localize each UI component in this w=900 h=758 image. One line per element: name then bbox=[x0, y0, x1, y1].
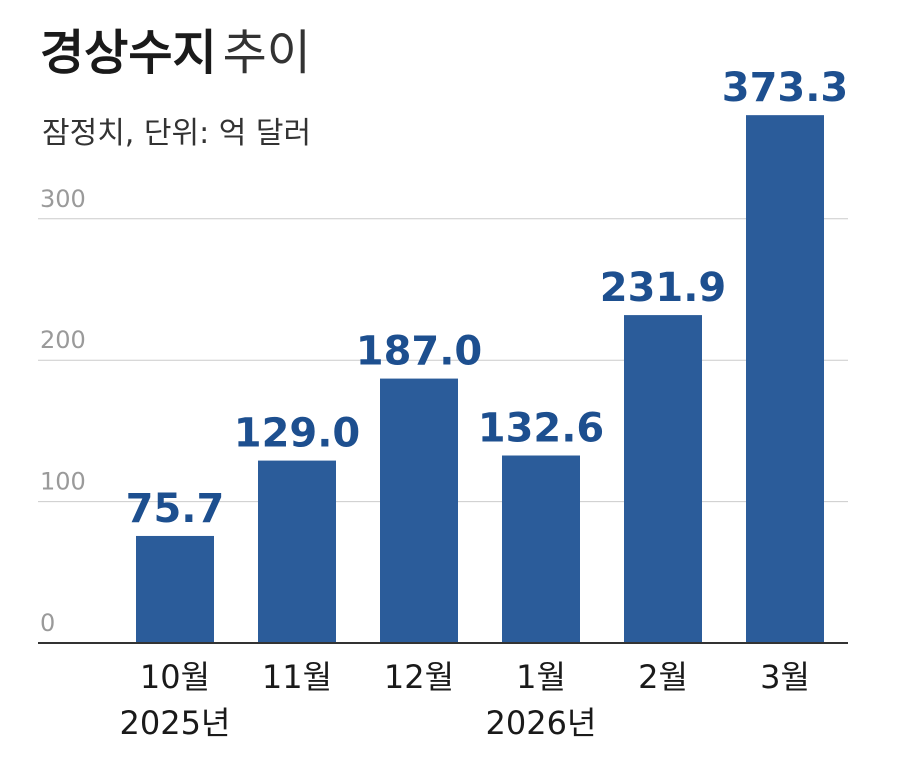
chart-title: 경상수지 추이 bbox=[40, 22, 311, 84]
y-tick-label: 100 bbox=[40, 468, 86, 496]
y-tick-label: 200 bbox=[40, 326, 86, 354]
data-label: 132.6 bbox=[478, 406, 605, 452]
x-tick-label: 10월 bbox=[140, 658, 210, 696]
chart-subtitle: 잠정치, 단위: 억 달러 bbox=[42, 116, 312, 151]
bar bbox=[502, 455, 580, 643]
data-label: 373.3 bbox=[722, 65, 849, 111]
year-label: 2025년 bbox=[120, 704, 231, 742]
data-label: 187.0 bbox=[356, 329, 483, 375]
bar bbox=[624, 315, 702, 643]
bar bbox=[258, 460, 336, 643]
year-label: 2026년 bbox=[486, 704, 597, 742]
x-tick-label: 12월 bbox=[384, 658, 454, 696]
data-label: 129.0 bbox=[234, 411, 361, 457]
x-tick-label: 3월 bbox=[760, 658, 810, 696]
x-tick-label: 1월 bbox=[516, 658, 566, 696]
data-label: 75.7 bbox=[126, 486, 225, 532]
bar bbox=[746, 115, 824, 643]
chart-title-suffix: 추이 bbox=[222, 25, 311, 81]
chart-title-main: 경상수지 bbox=[40, 25, 217, 81]
data-label: 231.9 bbox=[600, 265, 727, 311]
x-tick-label: 2월 bbox=[638, 658, 688, 696]
x-tick-label: 11월 bbox=[262, 658, 332, 696]
bar bbox=[136, 535, 214, 643]
y-tick-label: 300 bbox=[40, 185, 86, 213]
bar bbox=[380, 378, 458, 643]
y-tick-label: 0 bbox=[40, 609, 55, 637]
